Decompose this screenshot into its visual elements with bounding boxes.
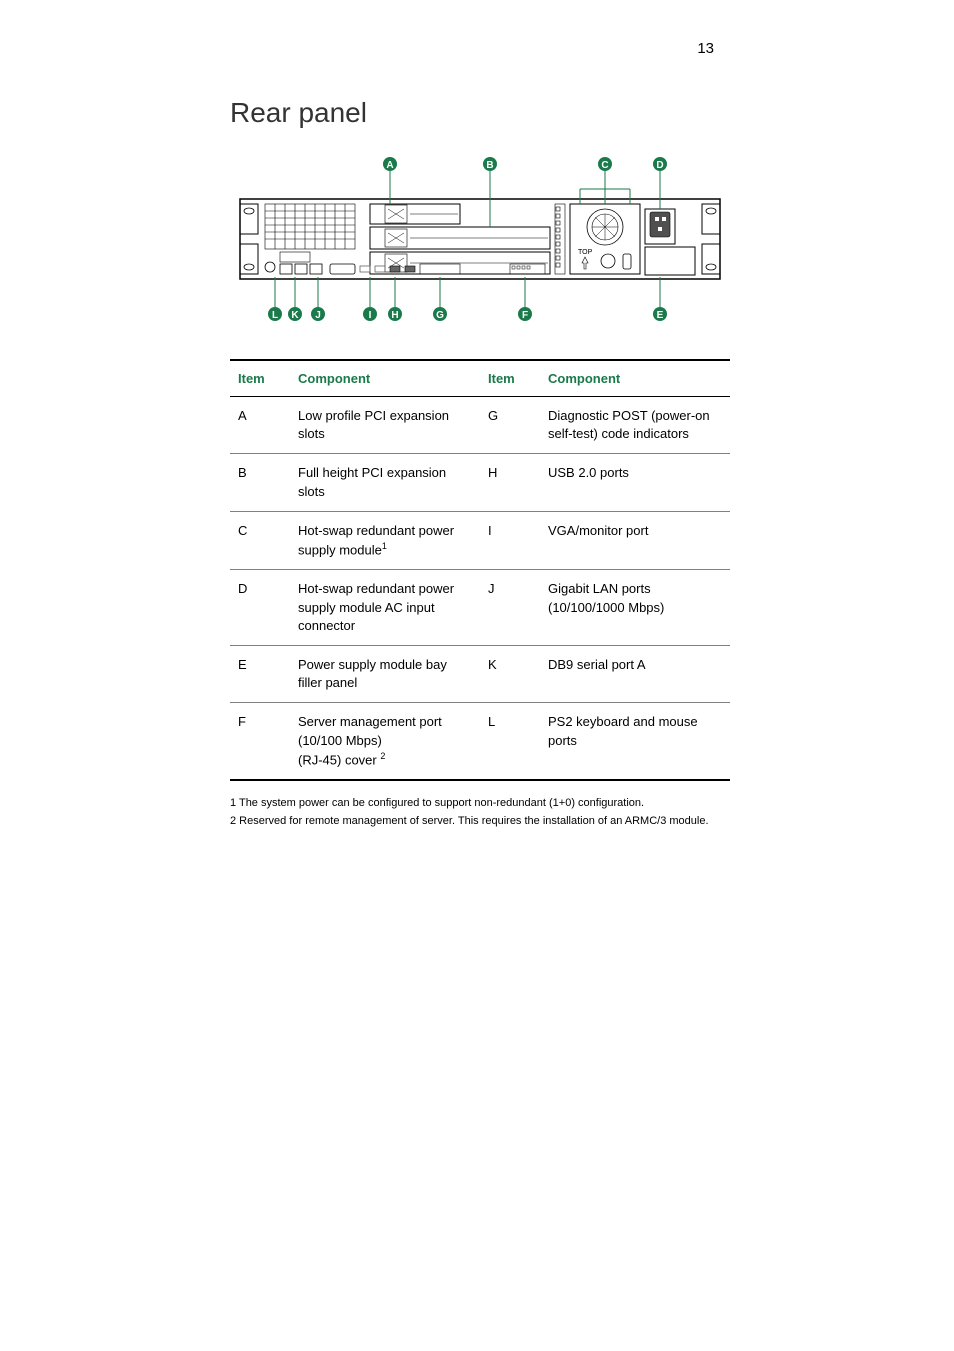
cell-component: Hot-swap redundant power supply module1: [290, 511, 480, 570]
cell-component: VGA/monitor port: [540, 511, 730, 570]
rear-panel-diagram: TOP A B C: [230, 149, 730, 329]
cell-item: L: [480, 703, 540, 780]
table-row: C Hot-swap redundant power supply module…: [230, 511, 730, 570]
callout-j: J: [315, 310, 321, 321]
table-row: B Full height PCI expansion slots H USB …: [230, 454, 730, 511]
cell-item: B: [230, 454, 290, 511]
cell-component: Server management port (10/100 Mbps)(RJ-…: [290, 703, 480, 780]
cell-item: A: [230, 397, 290, 454]
cell-item: J: [480, 570, 540, 646]
cell-component: Full height PCI expansion slots: [290, 454, 480, 511]
callout-b: B: [486, 160, 493, 171]
callout-l: L: [272, 310, 278, 321]
footnote: 2 Reserved for remote management of serv…: [230, 814, 730, 829]
header-item-2: Item: [480, 360, 540, 397]
cell-item: K: [480, 646, 540, 703]
header-item-1: Item: [230, 360, 290, 397]
cell-item: C: [230, 511, 290, 570]
table-row: E Power supply module bay filler panel K…: [230, 646, 730, 703]
table-row: F Server management port (10/100 Mbps)(R…: [230, 703, 730, 780]
header-component-2: Component: [540, 360, 730, 397]
cell-item: E: [230, 646, 290, 703]
cell-component: Gigabit LAN ports (10/100/1000 Mbps): [540, 570, 730, 646]
cell-item: D: [230, 570, 290, 646]
footnotes: 1 The system power can be configured to …: [230, 796, 730, 829]
cell-component: Diagnostic POST (power-on self-test) cod…: [540, 397, 730, 454]
cell-component: PS2 keyboard and mouse ports: [540, 703, 730, 780]
cell-component: USB 2.0 ports: [540, 454, 730, 511]
cell-component: DB9 serial port A: [540, 646, 730, 703]
svg-text:TOP: TOP: [578, 249, 593, 256]
callout-e: E: [657, 310, 664, 321]
table-row: A Low profile PCI expansion slots G Diag…: [230, 397, 730, 454]
component-table: Item Component Item Component A Low prof…: [230, 359, 730, 781]
section-heading: Rear panel: [230, 97, 894, 129]
callout-k: K: [291, 310, 299, 321]
header-component-1: Component: [290, 360, 480, 397]
cell-item: F: [230, 703, 290, 780]
cell-item: I: [480, 511, 540, 570]
cell-component: Hot-swap redundant power supply module A…: [290, 570, 480, 646]
page-number: 13: [60, 40, 894, 57]
cell-component: Power supply module bay filler panel: [290, 646, 480, 703]
table-row: D Hot-swap redundant power supply module…: [230, 570, 730, 646]
callout-g: G: [436, 310, 444, 321]
cell-component: Low profile PCI expansion slots: [290, 397, 480, 454]
callout-c: C: [601, 160, 608, 171]
callout-d: D: [656, 160, 663, 171]
callout-f: F: [522, 310, 528, 321]
callout-a: A: [386, 160, 393, 171]
callout-i: I: [369, 310, 372, 321]
footnote: 1 The system power can be configured to …: [230, 796, 730, 811]
callout-h: H: [391, 310, 398, 321]
cell-item: G: [480, 397, 540, 454]
cell-item: H: [480, 454, 540, 511]
